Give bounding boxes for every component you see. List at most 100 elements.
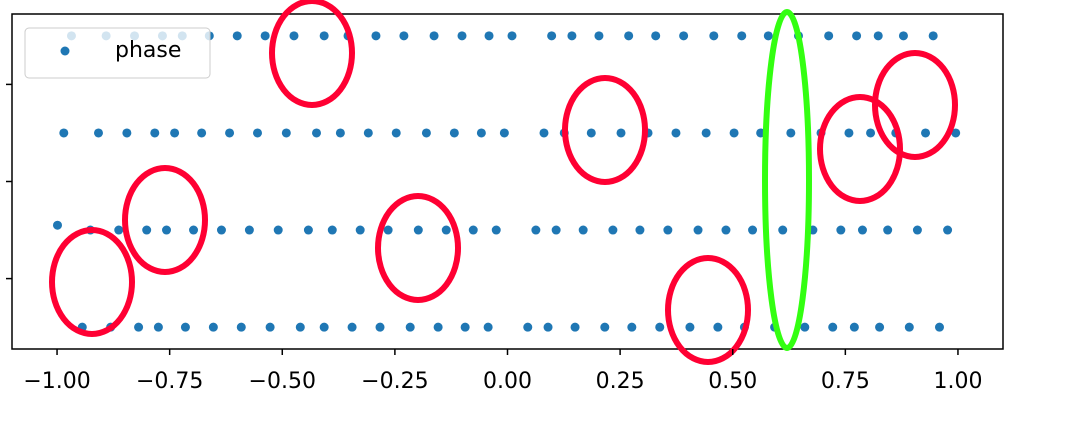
x-tick-label: 0.00 <box>483 369 532 394</box>
point <box>778 225 788 235</box>
point <box>319 322 329 332</box>
point <box>578 225 588 235</box>
point <box>701 128 711 138</box>
point <box>216 225 226 235</box>
point <box>363 128 373 138</box>
point <box>627 322 637 332</box>
point <box>928 31 938 41</box>
point <box>244 225 254 235</box>
point <box>468 225 478 235</box>
point <box>507 31 517 41</box>
point <box>457 31 467 41</box>
point <box>355 225 365 235</box>
point <box>252 128 262 138</box>
point <box>93 128 103 138</box>
point <box>616 128 626 138</box>
point <box>608 225 618 235</box>
point <box>786 128 796 138</box>
point <box>484 31 494 41</box>
point <box>483 322 493 332</box>
point <box>729 128 739 138</box>
point <box>693 225 703 235</box>
point <box>52 220 62 230</box>
highlight-ellipse <box>562 75 648 185</box>
x-tick-label: 1.00 <box>933 369 982 394</box>
x-tick-label: −1.00 <box>23 369 90 394</box>
point <box>600 322 610 332</box>
point <box>866 128 876 138</box>
point <box>921 128 931 138</box>
point <box>912 225 922 235</box>
point <box>476 128 486 138</box>
point <box>449 128 459 138</box>
point <box>413 225 423 235</box>
point <box>849 322 859 332</box>
point <box>180 322 190 332</box>
point <box>491 225 501 235</box>
point <box>875 322 885 332</box>
point <box>197 128 207 138</box>
point <box>951 128 961 138</box>
point <box>236 322 246 332</box>
point <box>883 225 893 235</box>
point <box>142 225 152 235</box>
point <box>170 128 180 138</box>
point <box>943 225 953 235</box>
point <box>312 128 322 138</box>
point <box>391 128 401 138</box>
point <box>114 225 124 235</box>
legend-label: phase <box>115 38 181 63</box>
highlight-ellipse <box>762 9 812 351</box>
highlight-ellipse <box>269 0 355 108</box>
point <box>844 128 854 138</box>
point <box>852 31 862 41</box>
legend-marker <box>60 46 70 56</box>
x-tick-label: −0.75 <box>136 369 203 394</box>
point <box>594 31 604 41</box>
point <box>273 225 283 235</box>
point <box>685 322 695 332</box>
point <box>671 128 681 138</box>
point <box>460 322 470 332</box>
point <box>399 31 409 41</box>
point <box>713 322 723 332</box>
point <box>189 225 199 235</box>
point <box>800 322 810 332</box>
point <box>873 31 883 41</box>
point <box>523 322 533 332</box>
point <box>824 31 834 41</box>
point <box>371 31 381 41</box>
highlight-ellipse <box>122 165 208 275</box>
highlight-ellipse <box>49 227 135 337</box>
point <box>737 31 747 41</box>
point <box>531 225 541 235</box>
x-tick-label: 0.50 <box>708 369 757 394</box>
point <box>748 225 758 235</box>
point <box>232 31 242 41</box>
point <box>433 322 443 332</box>
point <box>934 322 944 332</box>
point <box>153 322 163 332</box>
legend-box <box>24 27 211 79</box>
point <box>150 128 160 138</box>
point <box>295 322 305 332</box>
point <box>586 128 596 138</box>
point <box>375 322 385 332</box>
point <box>904 322 914 332</box>
point <box>383 225 393 235</box>
point <box>335 128 345 138</box>
legend: phase <box>24 27 211 79</box>
point <box>162 225 172 235</box>
point <box>225 128 235 138</box>
point <box>624 31 634 41</box>
x-tick-label: −0.25 <box>361 369 428 394</box>
point <box>265 322 275 332</box>
point <box>281 128 291 138</box>
point <box>303 225 313 235</box>
highlight-ellipse <box>375 193 461 303</box>
x-tick-label: −0.50 <box>249 369 316 394</box>
point <box>709 31 719 41</box>
point <box>547 31 557 41</box>
point <box>539 128 549 138</box>
